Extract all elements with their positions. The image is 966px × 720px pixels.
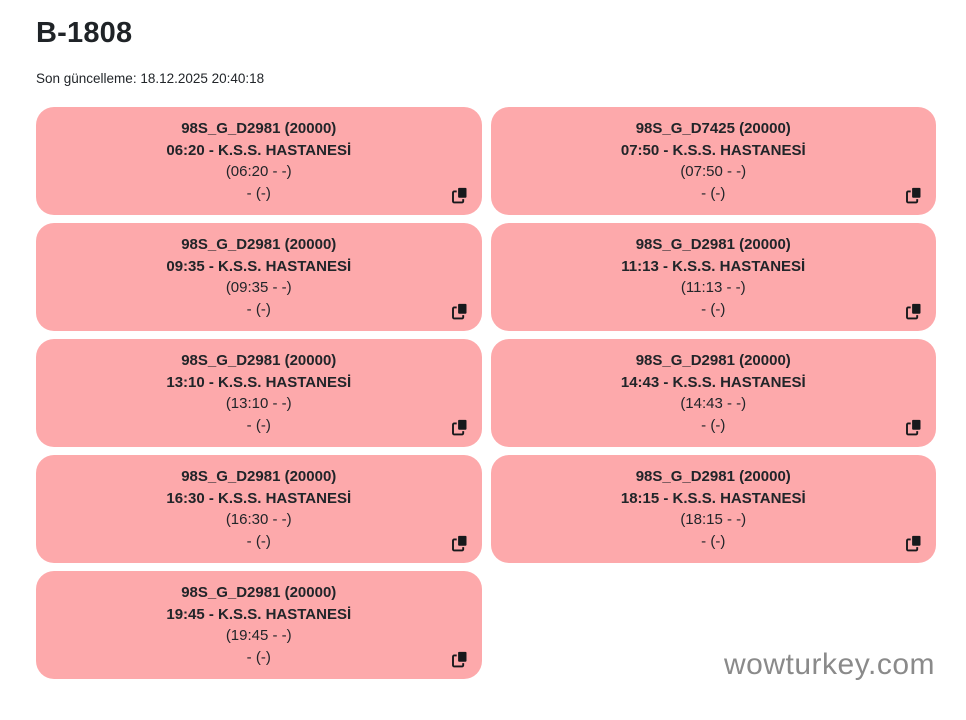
vehicle-code-label: 98S_G_D2981 (20000) bbox=[181, 584, 337, 601]
trip-card: 98S_G_D2981 (20000) 19:45 - K.S.S. HASTA… bbox=[36, 571, 482, 679]
planned-time-label: (14:43 - -) bbox=[680, 395, 747, 412]
trip-card: 98S_G_D2981 (20000) 13:10 - K.S.S. HASTA… bbox=[36, 339, 482, 447]
actual-time-label: - (-) bbox=[246, 532, 271, 550]
trip-card: 98S_G_D2981 (20000) 09:35 - K.S.S. HASTA… bbox=[36, 223, 482, 331]
planned-time-label: (13:10 - -) bbox=[225, 395, 292, 412]
copy-icon[interactable] bbox=[451, 650, 469, 668]
actual-time-label: - (-) bbox=[701, 416, 726, 434]
actual-time-label: - (-) bbox=[701, 184, 726, 202]
actual-time-label: - (-) bbox=[246, 416, 271, 434]
planned-time-label: (09:35 - -) bbox=[225, 279, 292, 296]
actual-time-label: - (-) bbox=[246, 648, 271, 666]
copy-icon[interactable] bbox=[451, 534, 469, 552]
trip-card: 98S_G_D2981 (20000) 14:43 - K.S.S. HASTA… bbox=[490, 339, 936, 447]
actual-time-label: - (-) bbox=[246, 184, 271, 202]
trip-destination-label: 11:13 - K.S.S. HASTANESİ bbox=[621, 257, 806, 275]
planned-time-label: (18:15 - -) bbox=[680, 511, 747, 528]
trip-destination-label: 06:20 - K.S.S. HASTANESİ bbox=[166, 141, 352, 159]
trip-destination-label: 09:35 - K.S.S. HASTANESİ bbox=[166, 257, 352, 275]
trip-card: 98S_G_D2981 (20000) 16:30 - K.S.S. HASTA… bbox=[36, 455, 482, 563]
copy-icon[interactable] bbox=[905, 418, 923, 436]
copy-icon[interactable] bbox=[905, 186, 923, 204]
vehicle-code-label: 98S_G_D2981 (20000) bbox=[635, 352, 791, 369]
trip-card-grid: 98S_G_D2981 (20000) 06:20 - K.S.S. HASTA… bbox=[36, 107, 936, 679]
vehicle-code-label: 98S_G_D2981 (20000) bbox=[181, 468, 337, 485]
trip-destination-label: 18:15 - K.S.S. HASTANESİ bbox=[620, 489, 806, 507]
vehicle-code-label: 98S_G_D7425 (20000) bbox=[635, 120, 791, 137]
copy-icon[interactable] bbox=[905, 534, 923, 552]
vehicle-code-label: 98S_G_D2981 (20000) bbox=[181, 120, 337, 137]
planned-time-label: (06:20 - -) bbox=[225, 163, 292, 180]
trip-card: 98S_G_D2981 (20000) 11:13 - K.S.S. HASTA… bbox=[490, 223, 936, 331]
planned-time-label: (07:50 - -) bbox=[680, 163, 747, 180]
copy-icon[interactable] bbox=[905, 302, 923, 320]
vehicle-code-label: 98S_G_D2981 (20000) bbox=[181, 236, 337, 253]
page-title: B-1808 bbox=[36, 17, 133, 49]
trip-card: 98S_G_D2981 (20000) 06:20 - K.S.S. HASTA… bbox=[36, 107, 482, 215]
copy-icon[interactable] bbox=[451, 302, 469, 320]
copy-icon[interactable] bbox=[451, 186, 469, 204]
actual-time-label: - (-) bbox=[246, 300, 271, 318]
trip-destination-label: 13:10 - K.S.S. HASTANESİ bbox=[166, 373, 352, 391]
trip-destination-label: 14:43 - K.S.S. HASTANESİ bbox=[620, 373, 806, 391]
trip-card: 98S_G_D7425 (20000) 07:50 - K.S.S. HASTA… bbox=[490, 107, 936, 215]
trip-destination-label: 19:45 - K.S.S. HASTANESİ bbox=[166, 605, 352, 623]
actual-time-label: - (-) bbox=[701, 532, 726, 550]
watermark-text: wowturkey.com bbox=[724, 648, 935, 681]
trip-destination-label: 16:30 - K.S.S. HASTANESİ bbox=[166, 489, 352, 507]
trip-destination-label: 07:50 - K.S.S. HASTANESİ bbox=[620, 141, 806, 159]
actual-time-label: - (-) bbox=[701, 300, 726, 318]
planned-time-label: (16:30 - -) bbox=[225, 511, 292, 528]
copy-icon[interactable] bbox=[451, 418, 469, 436]
planned-time-label: (19:45 - -) bbox=[225, 627, 292, 644]
last-update-text: Son güncelleme: 18.12.2025 20:40:18 bbox=[36, 71, 265, 86]
planned-time-label: (11:13 - -) bbox=[680, 279, 746, 296]
vehicle-code-label: 98S_G_D2981 (20000) bbox=[635, 468, 791, 485]
trip-card: 98S_G_D2981 (20000) 18:15 - K.S.S. HASTA… bbox=[490, 455, 936, 563]
vehicle-code-label: 98S_G_D2981 (20000) bbox=[181, 352, 337, 369]
vehicle-code-label: 98S_G_D2981 (20000) bbox=[635, 236, 791, 253]
